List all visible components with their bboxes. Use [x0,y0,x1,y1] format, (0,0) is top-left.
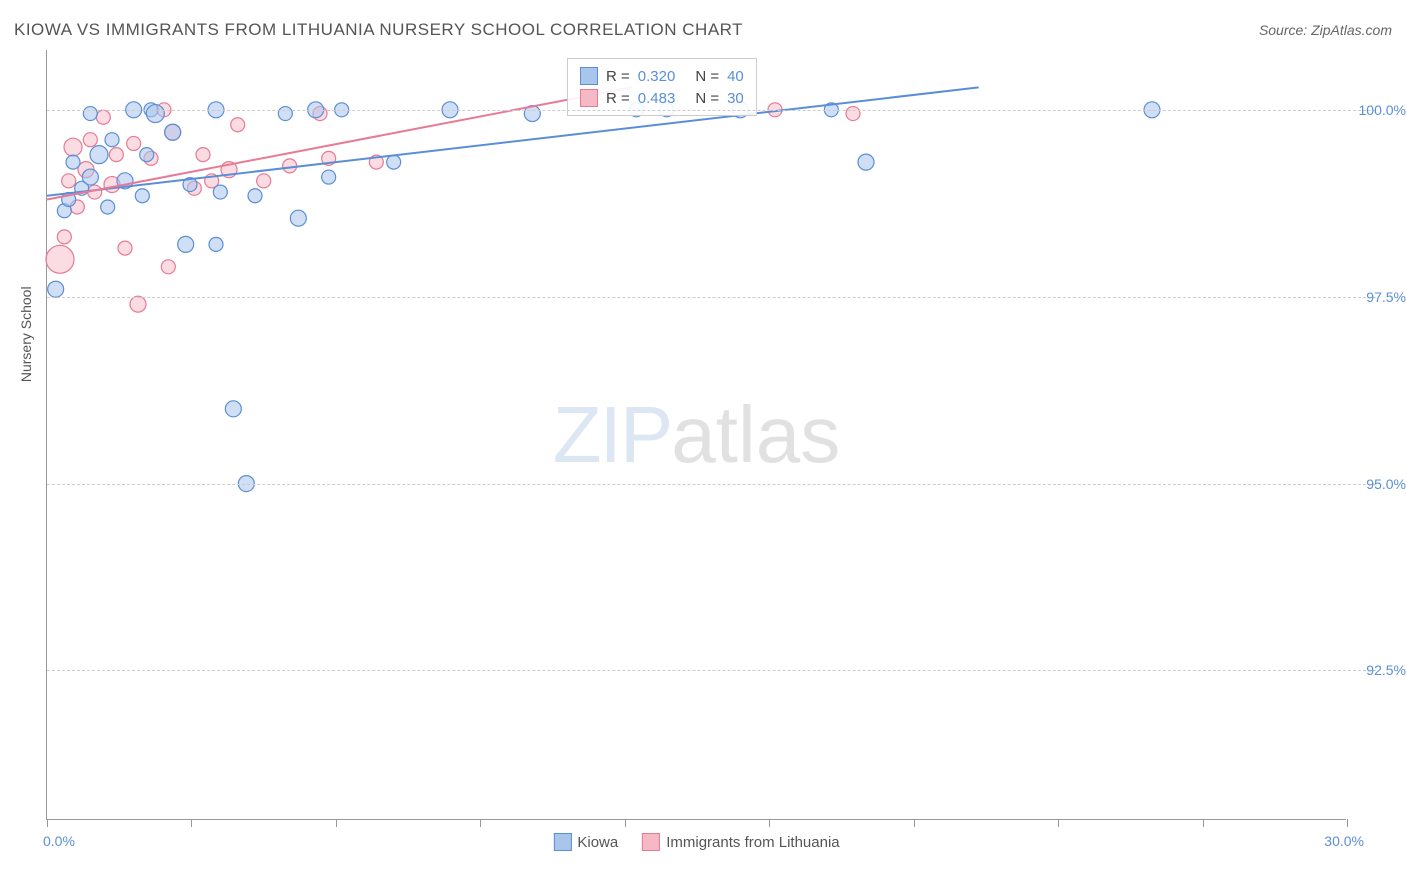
data-point [90,146,108,164]
data-point [66,155,80,169]
gridline-h [47,297,1376,298]
data-point [858,154,874,170]
data-point [64,138,82,156]
data-point [105,133,119,147]
source-label: Source: ZipAtlas.com [1259,22,1392,38]
series-name: Immigrants from Lithuania [666,834,839,851]
data-point [96,110,110,124]
y-axis-title: Nursery School [18,286,34,382]
x-tick [480,819,481,827]
data-point [140,148,154,162]
x-tick [1203,819,1204,827]
chart-title: KIOWA VS IMMIGRANTS FROM LITHUANIA NURSE… [14,20,743,40]
x-label-max: 30.0% [1324,833,1364,849]
x-label-min: 0.0% [43,833,75,849]
x-tick [1058,819,1059,827]
series-name: Kiowa [577,834,618,851]
plot-svg [47,50,1346,819]
data-point [178,236,194,252]
y-tick-label: 95.0% [1366,476,1406,492]
data-point [83,107,97,121]
data-point [118,241,132,255]
plot-area: ZIPatlas R = 0.320N = 40R = 0.483N = 30 … [46,50,1346,820]
legend-swatch [580,67,598,85]
legend-n-value: 30 [727,90,744,107]
series-legend-item: Immigrants from Lithuania [642,833,839,851]
correlation-legend: R = 0.320 N = 40 R = 0.483 N = 30 [567,58,757,116]
legend-n-label: N = [695,90,719,107]
y-tick-label: 97.5% [1366,289,1406,305]
data-point [231,118,245,132]
data-point [257,174,271,188]
x-tick [47,819,48,827]
gridline-h [47,484,1376,485]
data-point [82,169,98,185]
data-point [161,260,175,274]
legend-r-label: R = [606,90,630,107]
data-point [48,281,64,297]
x-tick [769,819,770,827]
data-point [283,159,297,173]
series-legend: Kiowa Immigrants from Lithuania [553,833,839,851]
data-point [101,200,115,214]
data-point [209,237,223,251]
data-point [387,155,401,169]
title-bar: KIOWA VS IMMIGRANTS FROM LITHUANIA NURSE… [14,20,1392,40]
legend-row: R = 0.483 N = 30 [580,87,744,109]
data-point [165,124,181,140]
data-point [135,189,149,203]
x-tick [336,819,337,827]
legend-r-label: R = [606,68,630,85]
legend-n-value: 40 [727,68,744,85]
data-point [196,148,210,162]
x-tick [1347,819,1348,827]
gridline-h [47,110,1376,111]
data-point [225,401,241,417]
x-tick [625,819,626,827]
gridline-h [47,670,1376,671]
legend-n-label: N = [695,68,719,85]
legend-swatch [642,833,660,851]
data-point [46,245,74,273]
data-point [57,230,71,244]
data-point [127,136,141,150]
legend-swatch [580,89,598,107]
legend-row: R = 0.320 N = 40 [580,65,744,87]
legend-r-value: 0.320 [638,68,676,85]
y-tick-label: 100.0% [1359,102,1406,118]
data-point [322,170,336,184]
data-point [109,148,123,162]
legend-swatch [553,833,571,851]
trend-line [47,87,979,195]
x-tick [914,819,915,827]
data-point [130,296,146,312]
data-point [146,105,164,123]
series-legend-item: Kiowa [553,833,618,851]
data-point [83,133,97,147]
data-point [290,210,306,226]
data-point [846,107,860,121]
legend-r-value: 0.483 [638,90,676,107]
data-point [278,107,292,121]
data-point [213,185,227,199]
y-tick-label: 92.5% [1366,662,1406,678]
data-point [62,174,76,188]
x-tick [191,819,192,827]
data-point [248,189,262,203]
